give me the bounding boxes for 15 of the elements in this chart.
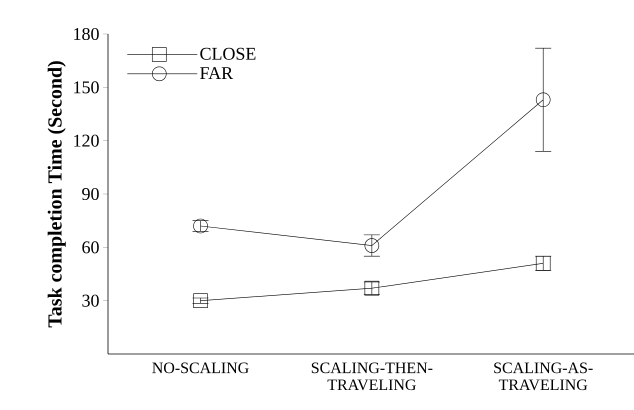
y-tick-label: 150 — [74, 81, 99, 94]
point — [364, 238, 380, 253]
point — [193, 293, 208, 308]
x-tick-label: SCALING-THEN-TRAVELING — [312, 362, 432, 390]
x-tick-label: NO-SCALING — [152, 362, 249, 374]
legend-label: FAR — [200, 67, 234, 79]
x-tick-label: SCALING-AS-TRAVELING — [494, 362, 593, 390]
y-tick-label: 60 — [82, 241, 99, 254]
y-tick-label: 30 — [82, 294, 99, 307]
y-axis-title: Task completion Time (Second) — [48, 61, 66, 328]
y-tick-label: 120 — [74, 134, 99, 147]
y-tick-label: 180 — [74, 28, 99, 40]
point — [536, 92, 550, 108]
y-tick-label: 90 — [82, 188, 99, 200]
legend-label: CLOSE — [200, 48, 256, 60]
